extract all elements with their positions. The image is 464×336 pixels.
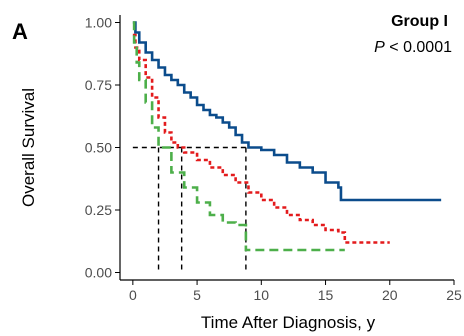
- y-tick-label: 0.50: [85, 140, 112, 156]
- y-tick-label: 0.00: [85, 265, 112, 281]
- x-tick-label: 25: [446, 287, 462, 303]
- x-tick-label: 10: [254, 287, 270, 303]
- survival-curve-1: [132, 21, 442, 202]
- y-tick-label: 1.00: [85, 15, 112, 31]
- group-title: Group I: [391, 13, 448, 30]
- p-value-text: < 0.0001: [385, 39, 452, 56]
- x-tick-label: 0: [129, 287, 137, 303]
- x-tick-label: 5: [193, 287, 201, 303]
- x-tick-label: 15: [318, 287, 334, 303]
- panel-label: A: [12, 19, 28, 44]
- survival-curve-3: [132, 21, 345, 252]
- p-value-symbol: P: [374, 39, 385, 56]
- p-value-label: P < 0.0001: [374, 39, 452, 56]
- survival-curve-2: [132, 33, 390, 244]
- x-axis-title: Time After Diagnosis, y: [201, 313, 376, 332]
- chart-marks: 0.00 0.25 0.50 0.75 1.00 0 5 10 15 20 25: [85, 15, 462, 304]
- y-axis-title: Overall Survival: [19, 88, 38, 207]
- y-tick-label: 0.25: [85, 202, 112, 218]
- y-tick-label: 0.75: [85, 77, 112, 93]
- x-tick-label: 20: [382, 287, 398, 303]
